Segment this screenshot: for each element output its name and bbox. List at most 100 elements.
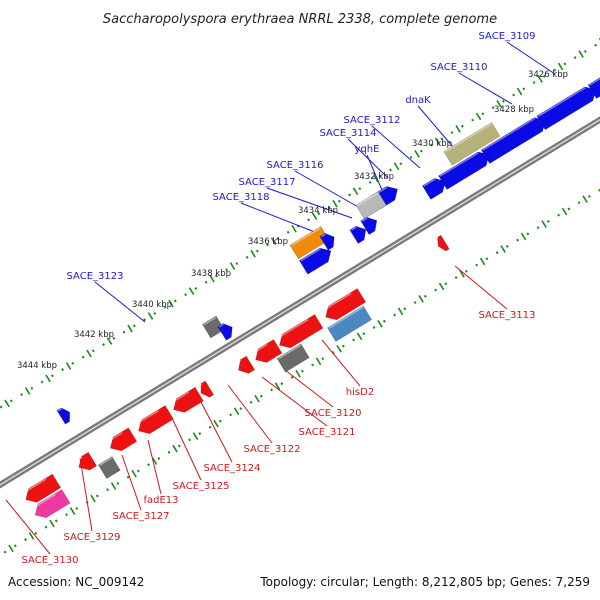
scale-tick bbox=[578, 50, 584, 58]
gene-highlight bbox=[300, 248, 321, 262]
gene-arrow bbox=[360, 216, 378, 235]
gene-arrow bbox=[56, 407, 71, 425]
scale-tick bbox=[557, 62, 564, 71]
forward-gene-label: dnaK bbox=[405, 95, 431, 106]
kbp-label: 3436 kbp bbox=[248, 237, 288, 247]
gene-arrow bbox=[327, 305, 373, 342]
gene-arrow bbox=[437, 234, 450, 252]
gene-highlight bbox=[32, 493, 56, 510]
reverse-gene-label: SACE_3113 bbox=[479, 310, 536, 321]
scale-tick bbox=[4, 399, 10, 408]
scale-tick bbox=[414, 149, 420, 158]
gene-highlight bbox=[423, 178, 436, 187]
gene-arrow bbox=[355, 191, 387, 220]
forward-leader-line bbox=[294, 170, 361, 209]
gene-highlight bbox=[135, 409, 160, 426]
kbp-label: 3442 kbp bbox=[74, 330, 114, 340]
scale-tick bbox=[455, 125, 461, 133]
label-leader-lines bbox=[5, 41, 556, 555]
scale-tick bbox=[336, 344, 342, 353]
scale-tick bbox=[438, 282, 445, 291]
scale-tick bbox=[311, 212, 318, 221]
gene-arrow bbox=[480, 117, 546, 164]
forward-gene-label: SACE_3118 bbox=[213, 192, 270, 203]
kbp-label: 3438 kbp bbox=[191, 269, 231, 279]
forward-leader-line bbox=[266, 187, 353, 219]
forward-gene-label: SACE_3123 bbox=[67, 271, 124, 282]
scale-tick bbox=[434, 137, 441, 146]
scale-tick bbox=[172, 444, 178, 453]
scale-tick bbox=[537, 75, 543, 83]
scale-tick bbox=[188, 287, 195, 295]
reverse-leader-line bbox=[171, 417, 202, 481]
gene-arrow bbox=[349, 225, 367, 244]
reverse-leader-line bbox=[199, 399, 233, 463]
scale-tick bbox=[45, 374, 51, 383]
forward-leader-line bbox=[417, 105, 455, 149]
scale-tick bbox=[516, 87, 523, 96]
gene-arrow bbox=[325, 288, 367, 321]
reverse-leader-line bbox=[5, 499, 51, 555]
reverse-leader-line bbox=[79, 457, 93, 532]
scale-tick bbox=[295, 369, 301, 378]
scale-tick bbox=[229, 262, 236, 270]
gene-arrow bbox=[276, 343, 310, 373]
forward-leader-line bbox=[366, 154, 383, 191]
gene-highlight bbox=[439, 152, 479, 177]
scale-tick bbox=[209, 274, 215, 283]
gene-highlight bbox=[589, 77, 600, 86]
genome-backbone bbox=[0, 116, 600, 489]
kbp-label: 3434 kbp bbox=[298, 206, 338, 216]
reverse-gene-label: SACE_3122 bbox=[244, 444, 301, 455]
forward-gene-label: SACE_3116 bbox=[267, 160, 324, 171]
reverse-leader-line bbox=[227, 384, 273, 444]
gene-arrow bbox=[238, 355, 256, 374]
scale-tick bbox=[315, 357, 322, 366]
reverse-gene-label: SACE_3130 bbox=[22, 555, 79, 566]
forward-leader-line bbox=[371, 125, 421, 169]
gene-highlight bbox=[278, 344, 301, 360]
kbp-label: 3428 kbp bbox=[494, 105, 534, 115]
gene-arrow bbox=[255, 339, 283, 363]
scale-tick bbox=[475, 112, 482, 121]
gene-highlight bbox=[350, 226, 357, 231]
gene-highlight bbox=[482, 117, 536, 151]
gene-highlight bbox=[328, 306, 364, 329]
gene-arrow bbox=[200, 380, 215, 398]
gene-arrow bbox=[97, 456, 121, 479]
reverse-gene-label: hisD2 bbox=[346, 387, 374, 398]
scale-tick bbox=[49, 519, 55, 528]
scale-tick bbox=[254, 394, 260, 403]
reverse-leader-line bbox=[121, 454, 142, 511]
kbp-label: 3440 kbp bbox=[132, 300, 172, 310]
scale-tick bbox=[500, 245, 506, 253]
reverse-gene-label: SACE_3124 bbox=[204, 463, 261, 474]
topology-text: Topology: circular; Length: 8,212,805 bp… bbox=[259, 575, 590, 589]
gene-highlight bbox=[356, 192, 379, 207]
scale-tick bbox=[274, 382, 281, 391]
reverse-gene-label: SACE_3121 bbox=[299, 427, 356, 438]
reverse-gene-label: SACE_3120 bbox=[305, 408, 362, 419]
gene-highlight bbox=[58, 408, 63, 412]
gene-arrow bbox=[438, 151, 490, 190]
forward-gene-label: yqhE bbox=[355, 144, 380, 155]
backbone-highlight bbox=[0, 118, 600, 486]
scale-tick bbox=[8, 544, 14, 553]
kbp-label: 3426 kbp bbox=[528, 70, 568, 80]
reverse-gene-label: SACE_3125 bbox=[173, 481, 230, 492]
gene-arrow bbox=[78, 451, 98, 471]
kbp-label: 3432 kbp bbox=[354, 172, 394, 182]
gene-highlight bbox=[320, 233, 326, 238]
gene-highlight bbox=[197, 383, 202, 388]
scale-tick bbox=[356, 332, 363, 341]
reverse-leader-line bbox=[147, 439, 162, 495]
gene-arrow bbox=[421, 178, 446, 200]
gene-arrow bbox=[217, 323, 233, 341]
scale-tick bbox=[397, 307, 404, 316]
scale-lines bbox=[0, 37, 600, 557]
gene-highlight bbox=[235, 359, 242, 365]
gene-highlight bbox=[291, 227, 321, 247]
gene-arrow bbox=[173, 386, 204, 413]
gene-arrow bbox=[298, 247, 332, 275]
gene-highlight bbox=[170, 391, 190, 404]
